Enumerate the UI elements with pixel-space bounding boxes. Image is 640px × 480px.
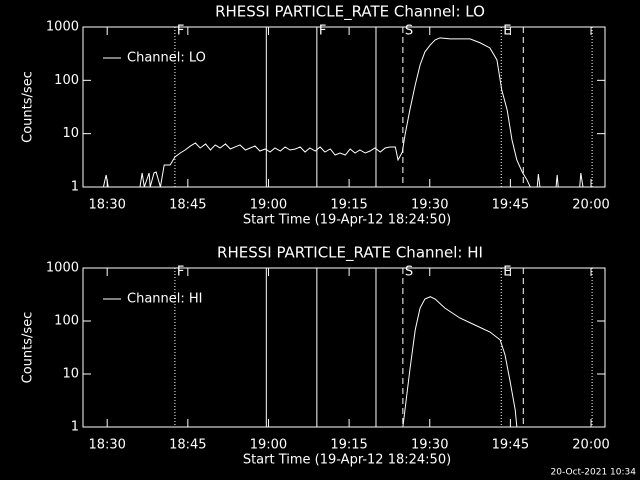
event-label: E xyxy=(503,265,511,280)
event-label: F xyxy=(177,24,184,39)
x-tick-label: 19:15 xyxy=(330,438,367,453)
y-tick-label: 10 xyxy=(62,367,79,382)
footer: 20-Oct-2021 10:34 xyxy=(551,468,637,478)
y-tick-label: 1000 xyxy=(46,20,79,35)
y-tick-label: 1000 xyxy=(46,261,79,276)
chart-title: RHESSI PARTICLE_RATE Channel: HI xyxy=(217,244,483,263)
legend-label: Channel: LO xyxy=(127,51,206,66)
y-axis-label: Counts/sec xyxy=(21,71,36,143)
y-tick-label: 100 xyxy=(54,314,79,329)
plot-frame xyxy=(82,267,606,428)
event-label: E xyxy=(503,24,511,39)
data-line xyxy=(83,37,605,188)
x-axis-label: Start Time (19-Apr-12 18:24:50) xyxy=(243,453,451,468)
x-tick-label: 18:45 xyxy=(169,198,206,213)
chart-title: RHESSI PARTICLE_RATE Channel: LO xyxy=(215,3,485,22)
x-tick-label: 19:15 xyxy=(330,198,367,213)
event-label: S xyxy=(405,24,413,39)
y-tick-label: 1 xyxy=(71,180,79,195)
y-tick-label: 10 xyxy=(62,126,79,141)
plot-frame xyxy=(82,26,606,188)
x-tick-label: 19:30 xyxy=(411,438,448,453)
x-tick-label: 20:00 xyxy=(572,198,609,213)
x-tick-label: 18:30 xyxy=(88,438,125,453)
x-tick-label: 19:30 xyxy=(411,198,448,213)
x-tick-label: 19:00 xyxy=(250,198,287,213)
data-line xyxy=(402,296,518,428)
event-label: S xyxy=(405,265,413,280)
x-axis-label: Start Time (19-Apr-12 18:24:50) xyxy=(243,213,451,228)
x-tick-label: 19:00 xyxy=(250,438,287,453)
y-tick-label: 1 xyxy=(71,420,79,435)
event-label: F xyxy=(319,24,326,39)
x-tick-label: 19:45 xyxy=(492,198,529,213)
y-tick-label: 100 xyxy=(54,73,79,88)
x-tick-label: 18:45 xyxy=(169,438,206,453)
event-label: F xyxy=(177,265,184,280)
x-tick-label: 19:45 xyxy=(492,438,529,453)
y-axis-label: Counts/sec xyxy=(21,312,36,384)
x-tick-label: 18:30 xyxy=(88,198,125,213)
legend-label: Channel: HI xyxy=(127,292,203,307)
x-tick-label: 20:00 xyxy=(572,438,609,453)
